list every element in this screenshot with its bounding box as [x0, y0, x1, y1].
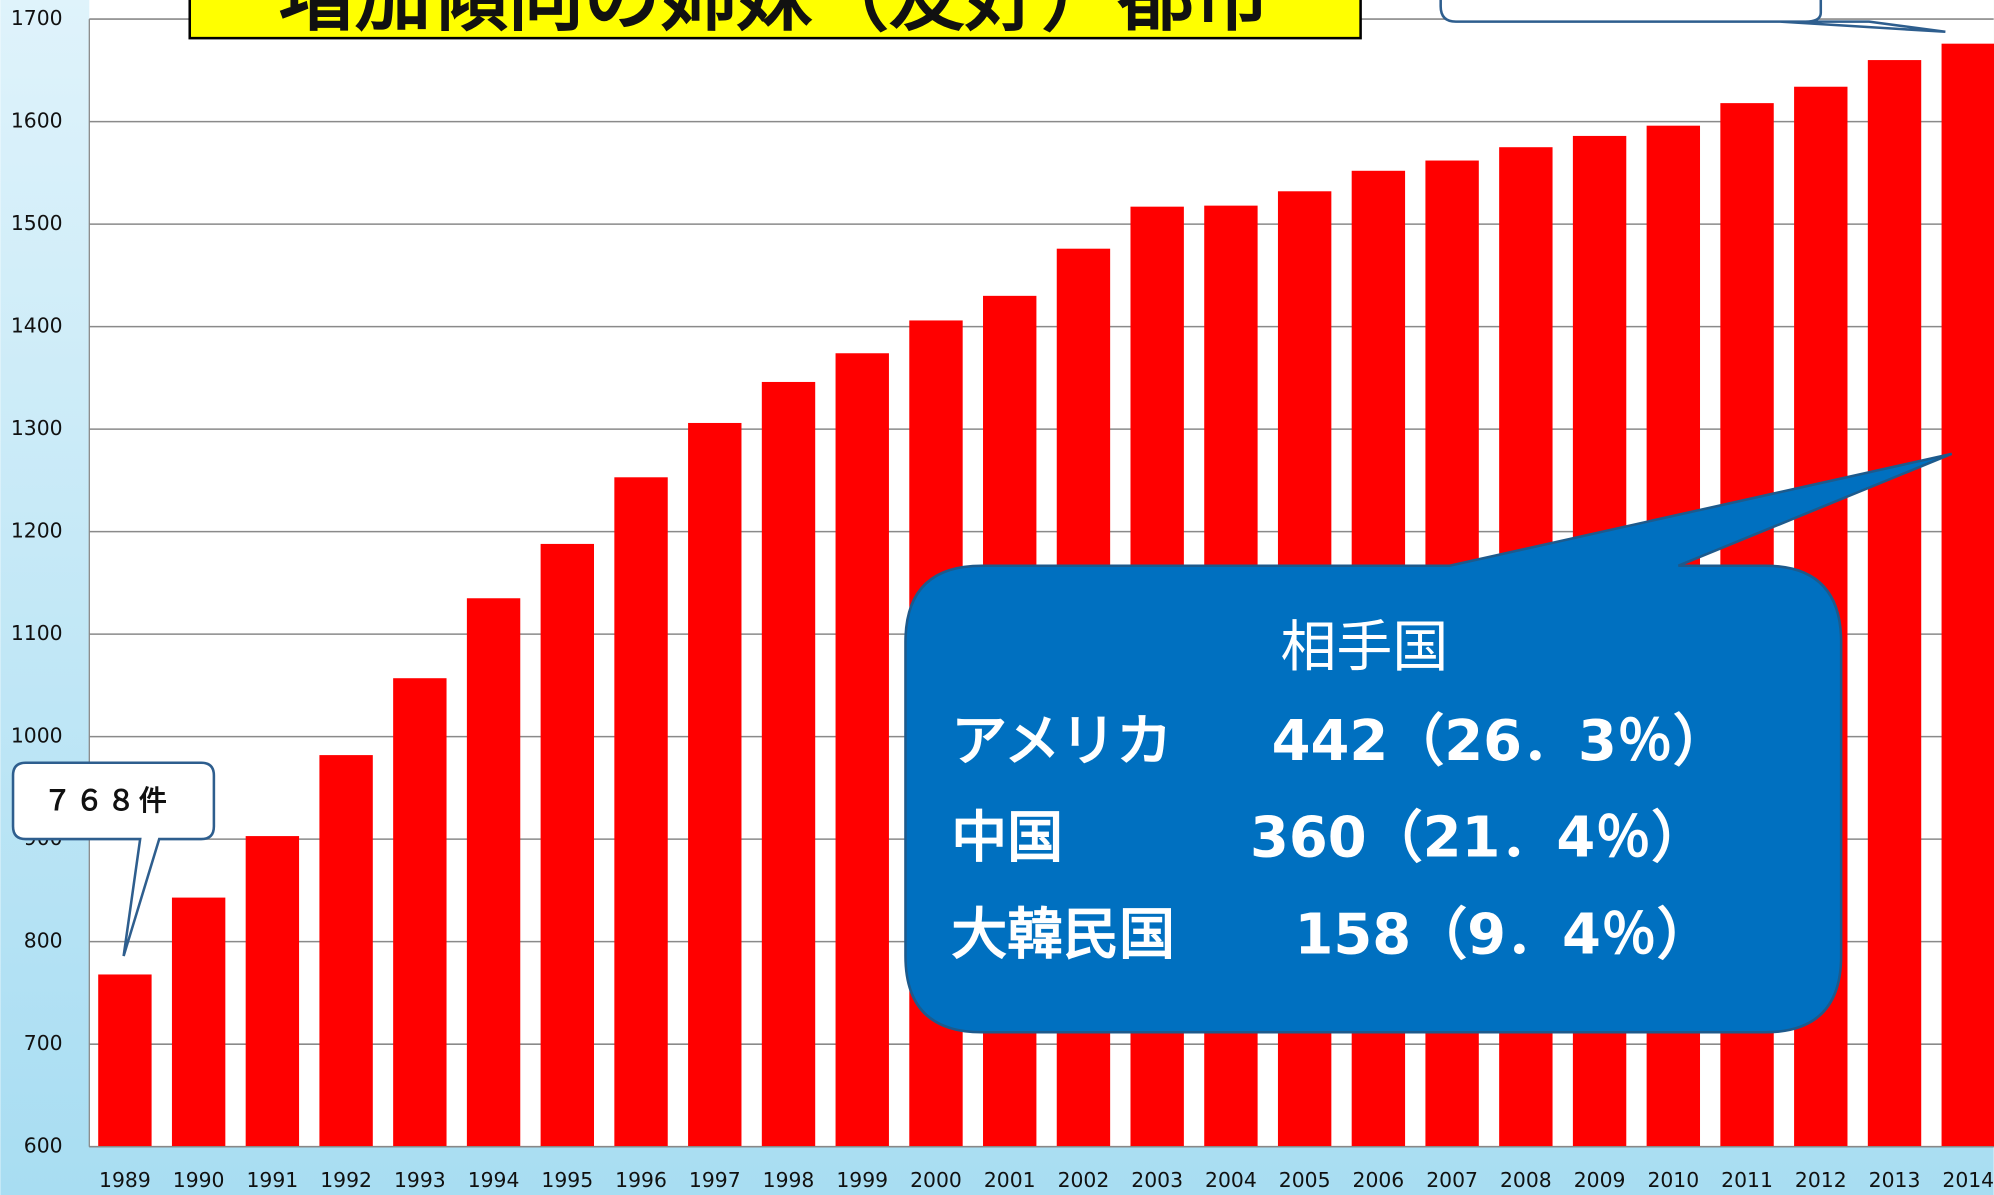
chart-title: 増加傾向の姉妹（友好）都市	[279, 0, 1270, 42]
bar	[1941, 43, 1994, 1147]
x-tick-label: 2007	[1426, 1168, 1478, 1192]
partner-callout	[904, 452, 1953, 1034]
first-label-callout	[11, 761, 216, 957]
x-tick-label: 2004	[1205, 1168, 1257, 1192]
x-tick-label: 2011	[1721, 1168, 1773, 1192]
bar	[393, 678, 447, 1147]
callout-country: アメリカ	[951, 709, 1172, 774]
y-tick-label: 1100	[11, 621, 63, 645]
x-tick-label: 2001	[984, 1168, 1036, 1192]
callout-heading: 相手国	[1281, 615, 1449, 680]
y-tick-label: 1500	[11, 211, 63, 235]
x-tick-label: 2006	[1353, 1168, 1405, 1192]
y-tick-label: 600	[24, 1134, 63, 1158]
x-tick-label: 1994	[468, 1168, 520, 1192]
x-tick-label: 1989	[99, 1168, 151, 1192]
x-tick-label: 1996	[615, 1168, 667, 1192]
y-tick-label: 1600	[11, 109, 63, 133]
callout-country: 中国	[951, 806, 1063, 871]
bar	[1867, 60, 1922, 1147]
x-tick-label: 2003	[1131, 1168, 1183, 1192]
bar	[761, 381, 816, 1147]
x-tick-label: 2008	[1500, 1168, 1552, 1192]
x-tick-label: 2005	[1279, 1168, 1331, 1192]
y-tick-label: 1200	[11, 519, 63, 543]
x-tick-label: 1997	[689, 1168, 741, 1192]
x-tick-label: 1990	[173, 1168, 225, 1192]
x-tick-label: 1991	[247, 1168, 299, 1192]
y-tick-label: 800	[24, 929, 63, 953]
x-tick-label: 1995	[541, 1168, 593, 1192]
first-label: ７６８件	[44, 784, 171, 817]
y-tick-label: 1400	[11, 314, 63, 338]
title-box	[188, 0, 1362, 40]
y-tick-label: 1000	[11, 724, 63, 748]
callout-count: 158（9．4％）	[1294, 902, 1712, 967]
x-tick-label: 2013	[1869, 1168, 1921, 1192]
x-tick-label: 2009	[1574, 1168, 1626, 1192]
x-tick-label: 2010	[1647, 1168, 1699, 1192]
x-tick-label: 1993	[394, 1168, 446, 1192]
bar	[98, 974, 152, 1147]
bar	[245, 836, 300, 1147]
bar	[614, 477, 668, 1147]
bar	[835, 353, 889, 1147]
callout-count: 360（21．4％）	[1250, 806, 1707, 871]
top-callout	[1439, 0, 1946, 34]
x-tick-label: 2012	[1795, 1168, 1847, 1192]
bar	[688, 422, 742, 1147]
x-tick-label: 2000	[910, 1168, 962, 1192]
x-tick-label: 2002	[1058, 1168, 1110, 1192]
bar	[171, 897, 226, 1147]
callout-count: 442（26．3％）	[1272, 709, 1729, 774]
bar	[540, 543, 595, 1147]
bar	[466, 598, 521, 1147]
x-tick-label: 1992	[320, 1168, 372, 1192]
x-tick-label: 1998	[763, 1168, 815, 1192]
x-tick-label: 2014	[1942, 1168, 1994, 1192]
callout-country: 大韓民国	[951, 902, 1175, 967]
y-tick-label: 1700	[11, 6, 63, 30]
x-tick-label: 1999	[836, 1168, 888, 1192]
bar	[319, 755, 373, 1147]
y-tick-label: 700	[24, 1031, 63, 1055]
y-tick-label: 1300	[11, 416, 63, 440]
